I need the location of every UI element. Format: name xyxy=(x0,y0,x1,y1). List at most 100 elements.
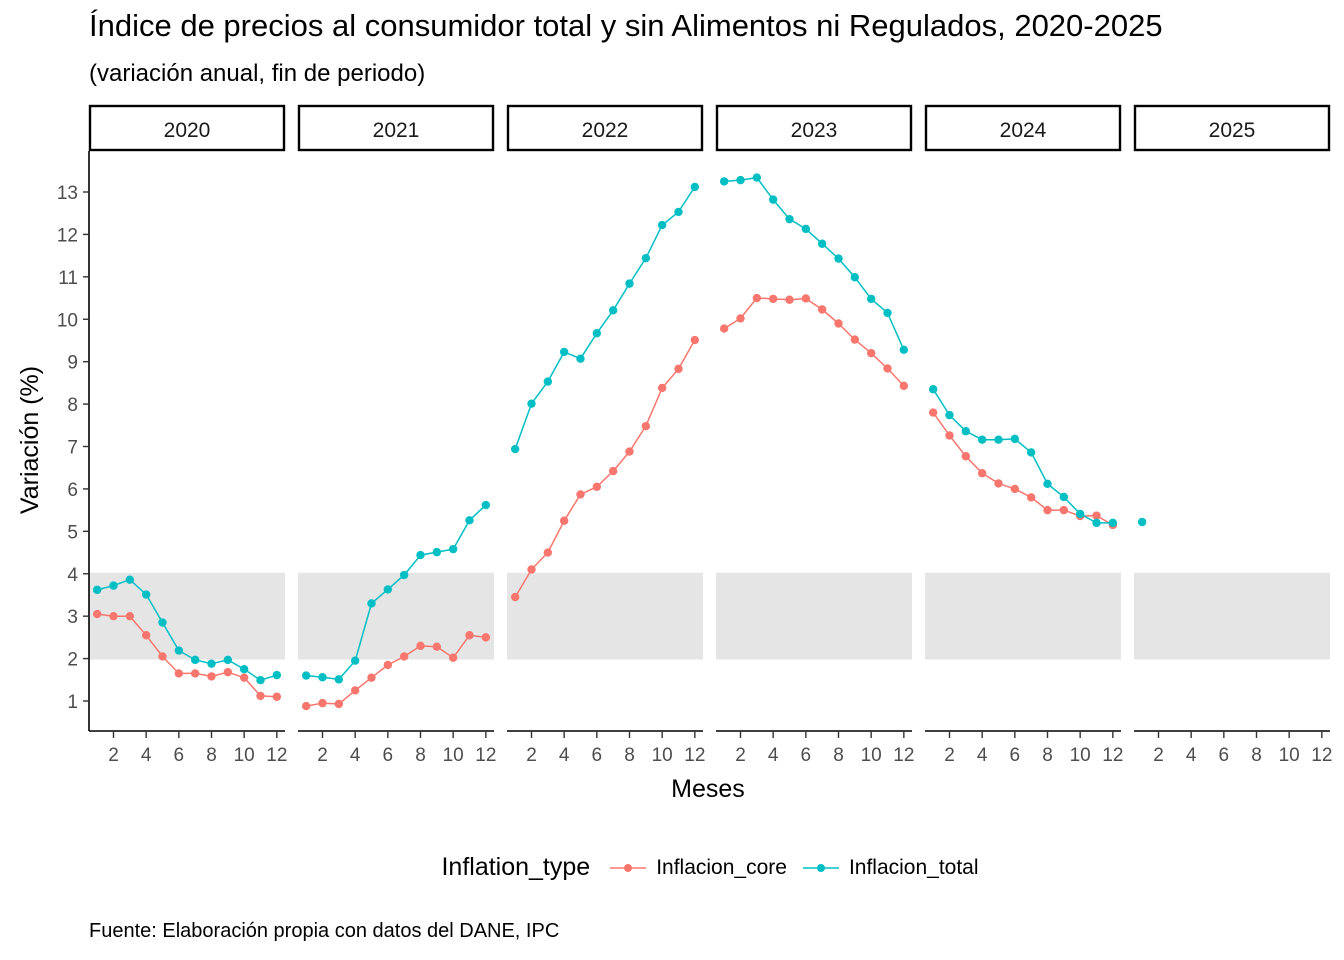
x-tick-label-2024-2: 2 xyxy=(944,745,955,766)
facet-strip-2023 xyxy=(715,104,913,152)
y-tick-label-9: 9 xyxy=(67,353,78,374)
y-tick-label-2: 2 xyxy=(67,650,78,671)
point-Inflacion_core-2024-8 xyxy=(1043,505,1052,515)
facet-strips: 2020 2021 2022 2023 2024 2025 xyxy=(88,104,1331,152)
point-Inflacion_core-2020-3 xyxy=(125,611,135,621)
x-tick-label-2024-10: 10 xyxy=(1070,745,1091,766)
y-tick-label-3: 3 xyxy=(67,607,78,628)
series-Inflacion_core xyxy=(92,293,1118,711)
point-Inflacion_total-2023-10 xyxy=(866,294,876,304)
line-Inflacion_total-2023 xyxy=(724,176,905,351)
point-Inflacion_core-2023-5 xyxy=(785,295,794,304)
point-Inflacion_total-2023-9 xyxy=(850,273,860,282)
point-Inflacion_core-2023-9 xyxy=(850,335,860,344)
y-tick-label-1: 1 xyxy=(67,692,78,713)
point-Inflacion_core-2022-11 xyxy=(674,364,683,374)
point-Inflacion_total-2022-3 xyxy=(543,377,553,386)
x-tick-label-2022-4: 4 xyxy=(559,745,570,766)
point-Inflacion_core-2024-7 xyxy=(1026,493,1036,502)
x-tick-label-2023-12: 12 xyxy=(893,745,914,766)
point-Inflacion_core-2024-6 xyxy=(1010,484,1020,494)
y-tick-label-8: 8 xyxy=(67,395,78,416)
point-Inflacion_total-2020-11 xyxy=(256,676,265,685)
facet-strip-label-2024: 2024 xyxy=(1000,119,1047,142)
x-tick-label-2023-8: 8 xyxy=(833,745,844,766)
point-Inflacion_core-2020-1 xyxy=(92,609,102,619)
y-tick-label-12: 12 xyxy=(57,225,78,246)
facet-strip-2022 xyxy=(506,104,704,152)
x-tick-label-2020-4: 4 xyxy=(141,745,152,766)
point-Inflacion_core-2022-10 xyxy=(657,383,667,393)
x-tick-label-2022-8: 8 xyxy=(624,745,635,766)
point-Inflacion_total-2023-8 xyxy=(834,254,843,263)
axes: 2 4 6 8 10 12 2 4 6 8 10 12 2 4 6 8 10 12 2 4 6 8 10 12 2 4 6 8 10 12… xyxy=(57,151,1332,766)
point-Inflacion_total-2022-7 xyxy=(608,306,618,315)
x-tick-label-2025-12: 12 xyxy=(1311,745,1332,766)
series-Inflacion_total xyxy=(92,173,1147,685)
x-tick-label-2023-6: 6 xyxy=(801,745,812,766)
target-band-2025 xyxy=(1134,572,1330,660)
point-Inflacion_core-2023-6 xyxy=(801,294,811,303)
x-tick-label-2025-8: 8 xyxy=(1251,745,1262,766)
point-Inflacion_total-2022-1 xyxy=(510,444,520,454)
legend: Inflation_type Inflacion_core Inflacion_… xyxy=(0,853,1344,882)
x-tick-label-2025-2: 2 xyxy=(1153,745,1164,766)
point-Inflacion_total-2022-2 xyxy=(527,399,536,408)
point-Inflacion_core-2023-12 xyxy=(899,381,909,391)
line-Inflacion_core-2022 xyxy=(514,339,696,598)
point-Inflacion_total-2023-5 xyxy=(785,214,794,224)
point-Inflacion_core-2023-4 xyxy=(768,294,778,304)
point-Inflacion_total-2024-11 xyxy=(1092,518,1101,528)
point-Inflacion_total-2022-5 xyxy=(576,354,585,363)
point-Inflacion_total-2021-2 xyxy=(318,673,327,682)
target-bands xyxy=(89,572,1330,660)
point-Inflacion_core-2021-6 xyxy=(383,660,393,670)
point-Inflacion_total-2021-3 xyxy=(334,675,344,684)
point-Inflacion_core-2020-9 xyxy=(223,667,233,677)
point-Inflacion_total-2022-4 xyxy=(559,347,569,357)
facet-strip-label-2025: 2025 xyxy=(1209,119,1256,142)
point-Inflacion_total-2024-3 xyxy=(961,427,971,436)
point-Inflacion_total-2024-12 xyxy=(1108,518,1118,528)
x-tick-label-2022-12: 12 xyxy=(684,745,705,766)
point-Inflacion_total-2022-11 xyxy=(674,207,683,217)
data-series xyxy=(92,173,1147,711)
point-Inflacion_total-2020-6 xyxy=(174,646,184,655)
point-Inflacion_total-2024-6 xyxy=(1010,434,1020,444)
point-Inflacion_total-2024-1 xyxy=(928,385,938,394)
x-tick-label-2022-10: 10 xyxy=(652,745,673,766)
point-Inflacion_total-2023-12 xyxy=(899,345,909,354)
point-Inflacion_core-2022-8 xyxy=(625,447,634,456)
point-Inflacion_core-2020-11 xyxy=(256,691,265,701)
point-Inflacion_core-2022-4 xyxy=(559,516,569,525)
y-tick-label-7: 7 xyxy=(67,438,78,459)
point-Inflacion_core-2024-4 xyxy=(977,469,987,478)
point-Inflacion_total-2022-10 xyxy=(657,220,667,230)
legend-label-core: Inflacion_core xyxy=(656,855,787,879)
chart-caption: Fuente: Elaboración propia con datos del… xyxy=(89,920,560,942)
y-tick-label-13: 13 xyxy=(57,183,78,204)
x-tick-label-2020-2: 2 xyxy=(108,745,119,766)
legend-key-core xyxy=(610,863,647,872)
point-Inflacion_total-2022-6 xyxy=(592,329,602,338)
point-Inflacion_total-2021-9 xyxy=(432,547,442,557)
facet-strip-2020 xyxy=(88,104,286,152)
point-Inflacion_core-2021-4 xyxy=(350,686,360,695)
point-Inflacion_core-2023-10 xyxy=(866,348,876,358)
point-Inflacion_total-2021-1 xyxy=(301,671,311,680)
point-Inflacion_total-2024-5 xyxy=(994,435,1003,444)
facet-strip-2024 xyxy=(924,104,1122,152)
point-Inflacion_total-2022-12 xyxy=(690,182,700,192)
y-tick-label-11: 11 xyxy=(58,268,78,289)
x-tick-label-2025-10: 10 xyxy=(1279,745,1300,766)
point-Inflacion_core-2024-9 xyxy=(1059,505,1069,515)
point-Inflacion_total-2022-8 xyxy=(625,279,634,288)
point-Inflacion_total-2024-9 xyxy=(1059,492,1069,502)
point-Inflacion_core-2020-12 xyxy=(272,692,282,701)
point-Inflacion_total-2021-12 xyxy=(481,500,491,510)
chart-title: Índice de precios al consumidor total y … xyxy=(89,8,1163,43)
point-Inflacion_core-2020-8 xyxy=(207,672,216,681)
point-Inflacion_total-2021-5 xyxy=(367,599,376,608)
point-Inflacion_core-2021-9 xyxy=(432,642,442,651)
point-Inflacion_total-2023-4 xyxy=(768,195,778,204)
